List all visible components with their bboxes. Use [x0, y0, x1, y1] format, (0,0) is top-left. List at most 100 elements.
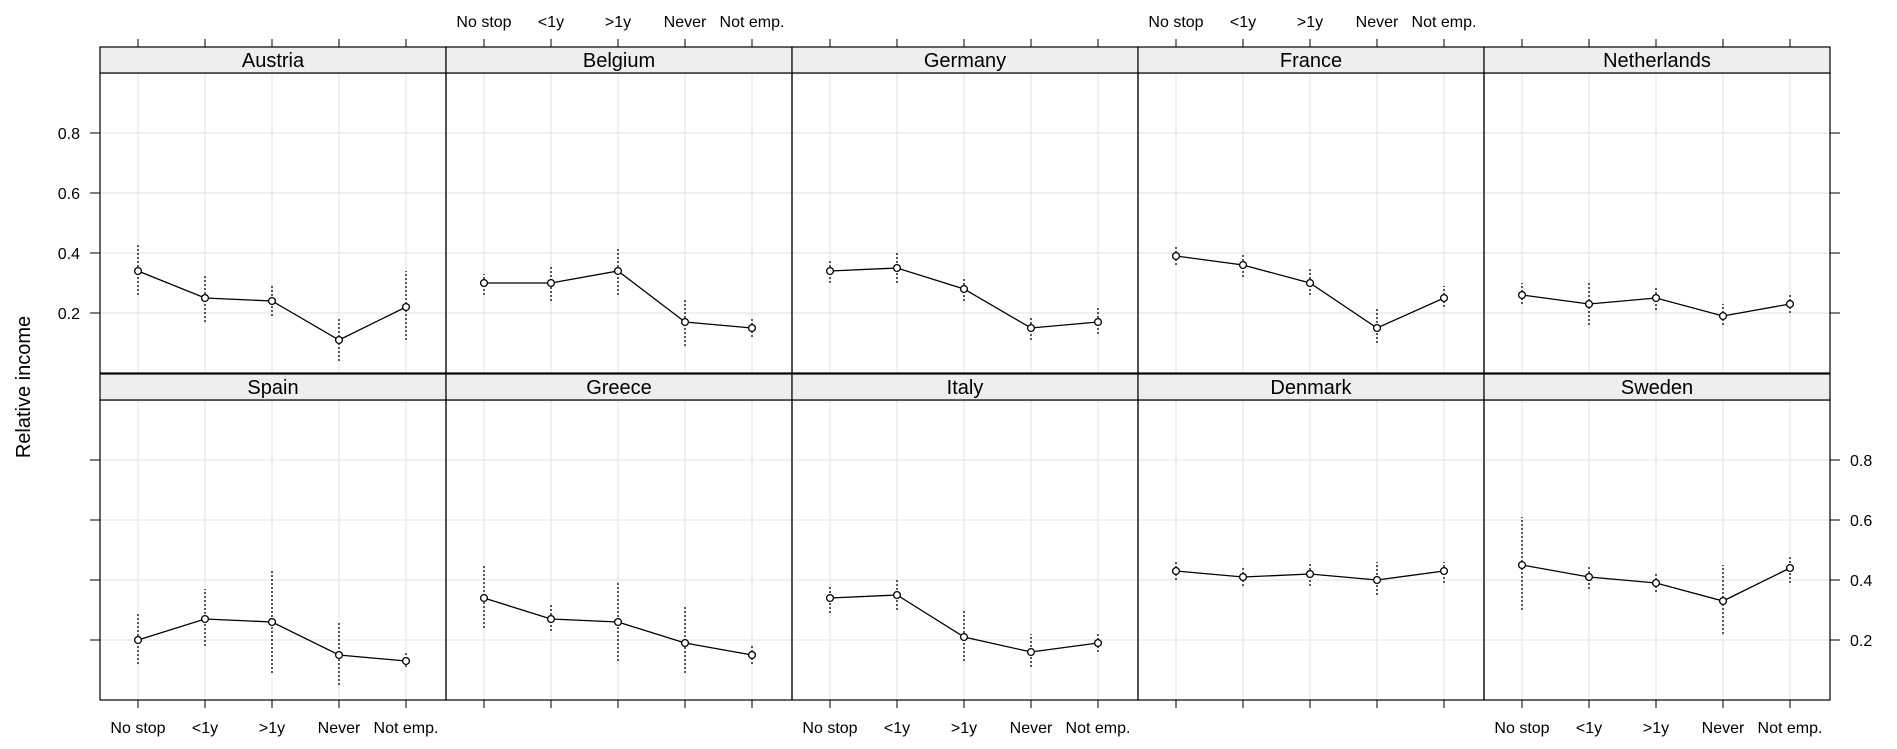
panel-strip: [1137, 373, 1485, 401]
x-tick-label: >1y: [605, 14, 631, 31]
panel-denmark: Denmark: [1137, 373, 1485, 708]
panel-grid: Austria 0.2 0.4 0.6 0.8 Belgium No stop <1y >1y N…: [58, 14, 1873, 737]
data-point: [401, 656, 411, 666]
x-tick-label: Never: [1356, 14, 1399, 31]
data-point: [680, 638, 690, 648]
data-point: [1238, 260, 1248, 270]
panel-italy: Italy No stop <1y >1y Never Not emp.: [791, 373, 1139, 737]
data-point: [546, 614, 556, 624]
data-point: [1517, 290, 1527, 300]
panel-frame: [791, 72, 1139, 374]
data-point: [1584, 299, 1594, 309]
x-tick-label: No stop: [802, 720, 857, 737]
data-point: [1171, 251, 1181, 261]
y-tick-label: 0.6: [58, 186, 80, 203]
panel-strip-label: Sweden: [1621, 377, 1693, 399]
data-point: [1093, 317, 1103, 327]
x-tick-label: <1y: [192, 720, 218, 737]
data-point: [1026, 647, 1036, 657]
x-tick-label: >1y: [259, 720, 285, 737]
data-point: [1171, 566, 1181, 576]
data-point: [825, 266, 835, 276]
x-tick-label: >1y: [1297, 14, 1323, 31]
data-point: [334, 650, 344, 660]
data-point: [680, 317, 690, 327]
data-point: [1372, 575, 1382, 585]
x-tick-label: <1y: [1230, 14, 1256, 31]
x-tick-label: No stop: [110, 720, 165, 737]
x-tick-label: >1y: [1643, 720, 1669, 737]
x-tick-label: Not emp.: [1066, 720, 1131, 737]
data-point: [479, 278, 489, 288]
data-point: [401, 302, 411, 312]
y-tick-label: 0.6: [1850, 513, 1872, 530]
x-tick-label: <1y: [538, 14, 564, 31]
x-tick-label: No stop: [1494, 720, 1549, 737]
data-point: [479, 593, 489, 603]
panel-greece: Greece: [445, 373, 793, 708]
data-point: [1785, 563, 1795, 573]
data-point: [747, 323, 757, 333]
data-point: [959, 284, 969, 294]
panel-frame: [445, 399, 793, 701]
data-point: [200, 614, 210, 624]
data-point: [1584, 572, 1594, 582]
data-point: [334, 335, 344, 345]
panel-frame: [1137, 72, 1485, 374]
data-point: [133, 266, 143, 276]
x-tick-label: No stop: [456, 14, 511, 31]
panel-strip: [791, 46, 1139, 74]
data-point: [1238, 572, 1248, 582]
data-point: [613, 617, 623, 627]
data-point: [1651, 578, 1661, 588]
data-point: [892, 263, 902, 273]
panel-strip-label: Austria: [242, 50, 305, 72]
data-point: [1785, 299, 1795, 309]
x-tick-label: Never: [318, 720, 361, 737]
panel-frame: [99, 72, 447, 374]
panel-strip-label: Italy: [947, 377, 984, 399]
panel-strip-label: Denmark: [1270, 377, 1352, 399]
data-point: [613, 266, 623, 276]
y-tick-label: 0.4: [1850, 573, 1872, 590]
data-point: [825, 593, 835, 603]
y-tick-label: 0.2: [1850, 633, 1872, 650]
y-tick-label: 0.4: [58, 246, 80, 263]
panel-strip-label: Spain: [247, 377, 298, 399]
x-tick-label: <1y: [884, 720, 910, 737]
data-point: [1517, 560, 1527, 570]
x-tick-label: Not emp.: [1758, 720, 1823, 737]
data-point: [892, 590, 902, 600]
panel-strip-label: Germany: [924, 50, 1006, 72]
x-tick-label: Not emp.: [1412, 14, 1477, 31]
y-tick-label: 0.8: [1850, 453, 1872, 470]
data-point: [1026, 323, 1036, 333]
panel-strip-label: Netherlands: [1603, 50, 1711, 72]
panel-netherlands: Netherlands: [1483, 39, 1840, 374]
x-tick-label: >1y: [951, 720, 977, 737]
panel-strip-label: Greece: [586, 377, 652, 399]
panel-sweden: Sweden No stop <1y >1y Never Not emp. 0.2 0.4 0.…: [1483, 373, 1872, 737]
x-tick-label: Never: [1010, 720, 1053, 737]
data-point: [267, 296, 277, 306]
data-point: [1718, 311, 1728, 321]
data-point: [1093, 638, 1103, 648]
panel-spain: Spain No stop <1y >1y Never Not emp.: [90, 373, 447, 737]
panel-strip: [1137, 46, 1485, 74]
panel-germany: Germany: [791, 39, 1139, 374]
data-point: [1718, 596, 1728, 606]
data-point: [1372, 323, 1382, 333]
x-tick-label: Never: [664, 14, 707, 31]
panel-strip-label: Belgium: [583, 50, 655, 72]
x-tick-label: Not emp.: [374, 720, 439, 737]
panel-strip: [791, 373, 1139, 401]
x-tick-label: Never: [1702, 720, 1745, 737]
y-tick-label: 0.8: [58, 126, 80, 143]
panel-frame: [445, 72, 793, 374]
panel-frame: [1483, 72, 1831, 374]
data-point: [1439, 566, 1449, 576]
panel-strip: [1483, 46, 1831, 74]
y-tick-label: 0.2: [58, 306, 80, 323]
data-point: [267, 617, 277, 627]
